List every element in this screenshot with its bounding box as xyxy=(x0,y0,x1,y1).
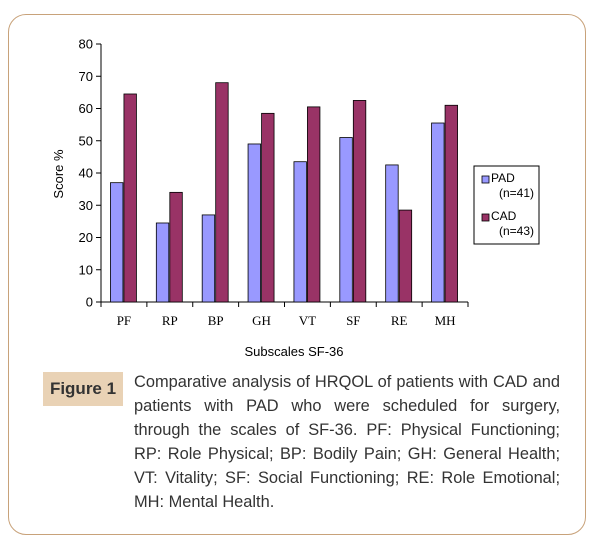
bar-cad-rp xyxy=(169,191,183,303)
x-axis-ticks: PF RP BP GH VT SF RE MH xyxy=(100,302,469,328)
figure-label: Figure 1 xyxy=(43,372,123,406)
x-tick-label-mh: MH xyxy=(435,313,456,328)
bar-cad-bp xyxy=(215,82,229,303)
bar-cad-mh xyxy=(444,104,458,303)
y-tick-label: 0 xyxy=(86,295,93,310)
bar-pad-sf xyxy=(339,137,353,303)
legend-swatch-cad xyxy=(481,213,490,222)
bar-cad-re xyxy=(398,209,413,303)
y-tick-label: 70 xyxy=(79,69,93,84)
y-tick-label: 80 xyxy=(79,37,93,52)
x-tick-label-bp: BP xyxy=(208,313,224,328)
x-tick-label-vt: VT xyxy=(299,313,316,328)
legend-note-cad: (n=43) xyxy=(499,224,534,238)
bar-pad-mh xyxy=(431,122,445,303)
y-tick-label: 30 xyxy=(79,198,93,213)
figure-caption: Comparative analysis of HRQOL of patient… xyxy=(134,373,560,511)
x-tick-label-rp: RP xyxy=(162,313,178,328)
legend-label-cad: CAD xyxy=(491,209,517,223)
y-axis-title: Score % xyxy=(51,149,66,199)
x-tick-label-pf: PF xyxy=(117,313,131,328)
y-axis-ticks: 0 10 20 30 40 50 60 70 80 xyxy=(79,37,101,310)
y-tick-label: 20 xyxy=(79,230,93,245)
bar-pad-rp xyxy=(155,222,170,303)
bar-pad-gh xyxy=(247,143,261,303)
legend-label-pad: PAD xyxy=(491,171,515,185)
bar-cad-pf xyxy=(123,93,137,303)
legend-note-pad: (n=41) xyxy=(499,186,534,200)
y-tick-label: 10 xyxy=(79,262,93,277)
legend-swatch-pad xyxy=(481,175,490,184)
x-axis-title: Subscales SF-36 xyxy=(245,344,344,359)
bar-cad-sf xyxy=(352,100,367,303)
x-tick-label-re: RE xyxy=(391,313,408,328)
y-tick-label: 40 xyxy=(79,166,93,181)
y-tick-label: 60 xyxy=(79,101,93,116)
bar-pad-re xyxy=(385,164,399,303)
bars-group xyxy=(110,82,458,303)
bar-pad-pf xyxy=(110,182,124,303)
bar-cad-vt xyxy=(307,106,321,303)
bar-pad-vt xyxy=(293,161,307,303)
x-tick-label-gh: GH xyxy=(252,313,271,328)
bar-pad-bp xyxy=(201,214,216,303)
bar-cad-gh xyxy=(261,112,275,303)
legend: PAD (n=41) CAD (n=43) xyxy=(473,165,540,245)
y-tick-label: 50 xyxy=(79,133,93,148)
x-tick-label-sf: SF xyxy=(346,313,360,328)
